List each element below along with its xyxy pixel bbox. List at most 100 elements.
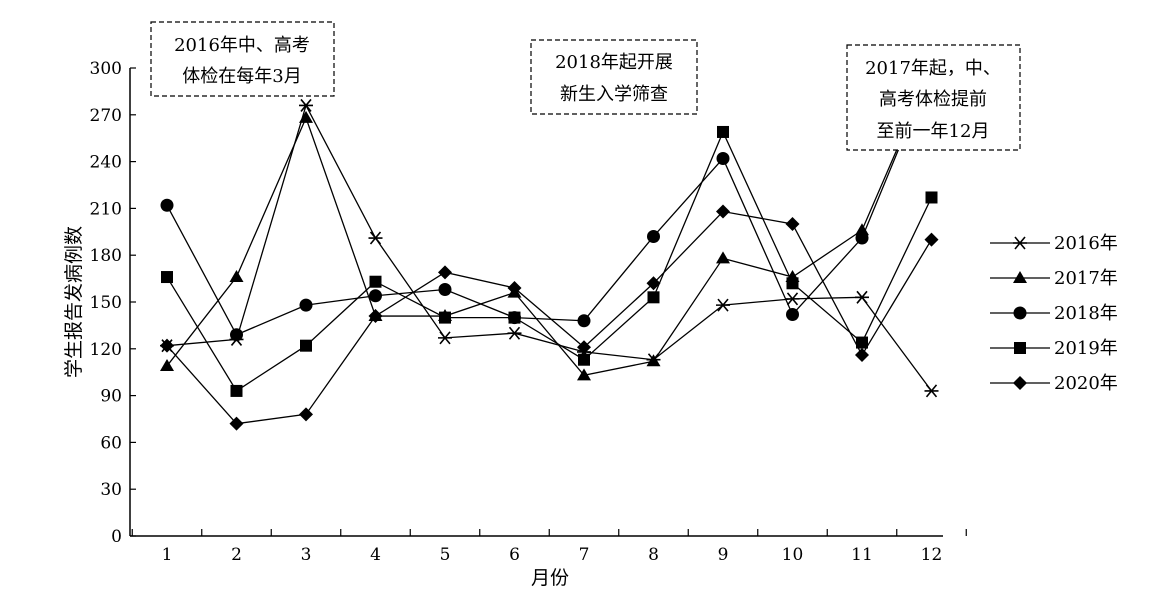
- data-point: [438, 265, 452, 280]
- data-point: [299, 407, 313, 422]
- legend-label: 2019年: [1054, 338, 1118, 359]
- x-ticks: 1 2 3 4 5 6 7 8 9 10 11 12: [131, 529, 967, 565]
- data-point: [716, 204, 730, 219]
- x-axis-label: 月份: [531, 567, 569, 589]
- y-tick-label: 0: [111, 527, 122, 547]
- y-tick-label: 180: [90, 246, 122, 266]
- x-tick-label: 9: [718, 545, 729, 565]
- y-ticks: 0 30 60 90 120 150 180 210 240 270 300: [90, 59, 136, 547]
- y-tick-label: 210: [90, 199, 122, 219]
- legend-marker: [1013, 376, 1027, 390]
- data-point: [577, 340, 591, 355]
- annotation-1-line-1: 2016年中、高考: [174, 35, 310, 56]
- data-point: [647, 291, 660, 304]
- data-point: [299, 298, 313, 312]
- legend-label: 2017年: [1054, 268, 1118, 289]
- series-4: [161, 125, 938, 397]
- series-line: [166, 103, 933, 392]
- x-tick-label: 8: [648, 545, 659, 565]
- legend: 2016年 2017年 2018年 2019年 2020年: [990, 233, 1118, 394]
- data-point: [577, 368, 591, 381]
- x-tick-label: 12: [921, 545, 943, 565]
- series-2: [160, 69, 933, 381]
- series-line: [166, 210, 933, 425]
- data-point: [717, 125, 729, 138]
- data-point: [786, 307, 799, 321]
- series-layer: [160, 69, 939, 431]
- series-1: [160, 98, 939, 398]
- data-point: [507, 326, 522, 340]
- x-tick-label: 6: [509, 545, 520, 565]
- data-point: [785, 217, 800, 231]
- legend-marker: [1014, 342, 1026, 354]
- annotation-box-3: 2017年起，中、 高考体检提前 至前一年12月: [846, 44, 1021, 151]
- annotation-1-line-2: 体检在每年3月: [182, 66, 301, 87]
- data-point: [160, 338, 174, 353]
- data-point: [786, 277, 799, 290]
- data-point: [161, 271, 173, 284]
- legend-marker: [1013, 236, 1027, 250]
- data-point: [924, 232, 939, 247]
- data-point: [855, 290, 869, 304]
- legend-marker: [1013, 306, 1027, 320]
- y-tick-label: 150: [90, 293, 122, 313]
- legend-item: 2018年: [990, 303, 1118, 324]
- x-tick-label: 4: [370, 545, 381, 565]
- annotation-3-line-1: 2017年起，中、: [865, 58, 1001, 79]
- data-point: [646, 276, 661, 291]
- data-point: [577, 314, 591, 328]
- y-axis-label: 学生报告发病例数: [63, 226, 85, 378]
- data-point: [368, 309, 383, 324]
- data-point: [716, 251, 730, 264]
- annotation-box-1: 2016年中、高考 体检在每年3月: [150, 21, 335, 97]
- legend-item: 2016年: [990, 233, 1118, 254]
- legend-marker: [1013, 271, 1027, 283]
- x-tick-label: 1: [162, 545, 173, 565]
- data-point: [925, 191, 938, 204]
- annotation-3-line-3: 至前一年12月: [877, 121, 990, 142]
- series-line: [166, 130, 933, 392]
- data-point: [924, 384, 939, 398]
- data-point: [716, 298, 730, 312]
- data-point: [716, 151, 730, 165]
- legend-item: 2019年: [990, 338, 1118, 359]
- x-tick-label: 11: [851, 545, 873, 565]
- annotation-box-2: 2018年起开展 新生入学筛查: [530, 39, 698, 115]
- data-point: [229, 416, 244, 431]
- x-tick-label: 5: [440, 545, 451, 565]
- y-tick-label: 90: [100, 387, 122, 407]
- x-tick-label: 7: [579, 545, 590, 565]
- data-point: [785, 292, 800, 306]
- y-tick-label: 300: [90, 59, 122, 79]
- series-3: [160, 69, 933, 342]
- legend-item: 2017年: [990, 268, 1118, 289]
- data-point: [369, 275, 382, 288]
- data-point: [855, 348, 869, 363]
- data-point: [368, 231, 383, 245]
- y-tick-label: 30: [100, 480, 122, 500]
- x-tick-label: 3: [301, 545, 312, 565]
- data-point: [647, 229, 660, 243]
- annotation-2-line-1: 2018年起开展: [555, 52, 673, 73]
- data-point: [230, 328, 243, 342]
- series-line: [166, 69, 933, 377]
- data-point: [856, 336, 868, 349]
- data-point: [578, 353, 590, 366]
- y-tick-label: 270: [90, 106, 122, 126]
- data-point: [160, 358, 174, 371]
- x-tick-label: 2: [231, 545, 242, 565]
- y-tick-label: 240: [90, 153, 122, 173]
- x-tick-label: 10: [782, 545, 804, 565]
- data-point: [300, 339, 312, 352]
- data-point: [855, 231, 869, 245]
- y-tick-label: 60: [100, 433, 122, 453]
- series-5: [160, 204, 939, 431]
- data-point: [160, 198, 174, 212]
- data-point: [299, 98, 313, 112]
- annotation-3-line-2: 高考体检提前: [879, 89, 987, 110]
- data-point: [438, 283, 452, 297]
- legend-item: 2020年: [990, 373, 1118, 394]
- data-point: [855, 223, 869, 236]
